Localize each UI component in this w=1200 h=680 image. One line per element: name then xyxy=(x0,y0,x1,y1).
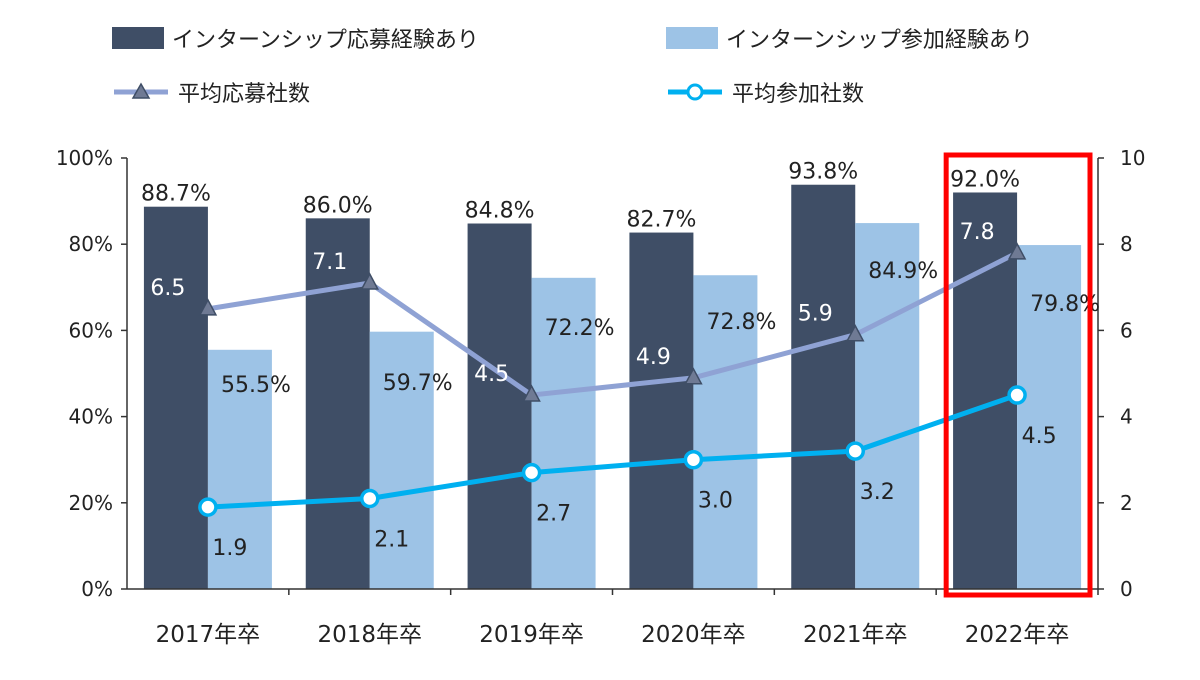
right-tick-label: 6 xyxy=(1120,318,1133,342)
right-tick-label: 10 xyxy=(1120,146,1145,170)
x-tick-label: 2017年卒 xyxy=(156,622,261,648)
bar-apply-1 xyxy=(305,218,370,589)
x-tick-label: 2020年卒 xyxy=(641,622,746,648)
legend-label-apply-line: 平均応募社数 xyxy=(178,82,311,107)
legend-label-apply-bar: インターンシップ応募経験あり xyxy=(172,28,479,53)
bar-join-0 xyxy=(207,349,272,589)
bar-apply-4 xyxy=(791,184,856,590)
point-join-5 xyxy=(1007,385,1027,405)
data-label-apply-line: 4.5 xyxy=(474,362,509,387)
bar-join-5 xyxy=(1017,245,1082,589)
data-label-apply-bar: 82.7% xyxy=(626,208,696,233)
bar-join-1 xyxy=(369,331,434,589)
point-apply-0 xyxy=(198,298,218,316)
line-join xyxy=(207,392,1018,510)
data-label-join-bar: 84.9% xyxy=(868,259,938,284)
data-label-join-line: 3.2 xyxy=(860,480,895,505)
left-tick-label: 60% xyxy=(69,318,113,342)
data-label-join-bar: 55.5% xyxy=(221,373,291,398)
legend-swatch-apply-bar xyxy=(112,27,164,49)
point-apply-5 xyxy=(1007,242,1027,260)
right-tick-label: 8 xyxy=(1120,232,1133,256)
data-label-apply-line: 7.1 xyxy=(312,250,347,275)
legend-join-line: 平均参加社数 xyxy=(666,76,864,108)
data-label-join-line: 1.9 xyxy=(212,536,247,561)
data-label-apply-bar: 92.0% xyxy=(950,167,1020,192)
data-label-join-bar: 72.2% xyxy=(545,316,615,341)
data-label-join-bar: 72.8% xyxy=(706,310,776,335)
bar-apply-3 xyxy=(629,232,694,590)
legend-label-join-bar: インターンシップ参加経験あり xyxy=(726,28,1033,53)
highlight-box xyxy=(943,152,1093,598)
point-join-4 xyxy=(845,441,865,461)
data-label-apply-bar: 93.8% xyxy=(788,160,858,185)
bar-join-4 xyxy=(855,223,920,589)
point-join-1 xyxy=(360,488,380,509)
data-label-join-line: 2.7 xyxy=(536,502,571,527)
right-tick-label: 2 xyxy=(1120,491,1133,515)
left-tick-label: 40% xyxy=(69,405,113,429)
point-join-3 xyxy=(683,449,704,470)
right-tick-label: 4 xyxy=(1120,405,1133,429)
left-tick-label: 100% xyxy=(56,146,113,170)
bar-join-3 xyxy=(693,275,758,589)
left-tick-label: 0% xyxy=(81,577,113,601)
point-apply-3 xyxy=(684,367,703,385)
legend-swatch-join-line xyxy=(668,83,722,101)
legend-swatch-join-bar xyxy=(666,27,718,49)
x-tick-label: 2021年卒 xyxy=(803,622,908,648)
legend-join-bar: インターンシップ参加経験あり xyxy=(666,22,1033,54)
data-label-join-line: 4.5 xyxy=(1022,424,1057,449)
point-apply-4 xyxy=(846,324,865,342)
data-label-apply-line: 7.8 xyxy=(960,220,995,245)
right-tick-label: 0 xyxy=(1120,577,1133,601)
data-label-apply-bar: 86.0% xyxy=(303,193,373,218)
point-apply-1 xyxy=(360,272,379,290)
legend-apply-line: 平均応募社数 xyxy=(112,76,310,108)
data-label-apply-line: 5.9 xyxy=(798,302,833,327)
point-join-2 xyxy=(521,462,542,483)
point-apply-2 xyxy=(522,384,541,402)
data-label-apply-bar: 84.8% xyxy=(465,199,535,224)
left-tick-label: 80% xyxy=(69,232,113,256)
data-label-apply-line: 6.5 xyxy=(150,276,185,301)
legend-apply-bar: インターンシップ応募経験あり xyxy=(112,22,479,54)
legend-label-join-line: 平均参加社数 xyxy=(732,82,865,107)
line-apply xyxy=(207,250,1019,398)
x-tick-label: 2019年卒 xyxy=(479,622,584,648)
legend-swatch-apply-line xyxy=(114,82,168,99)
bar-join-2 xyxy=(531,277,596,589)
left-tick-label: 20% xyxy=(69,491,113,515)
data-label-apply-bar: 88.7% xyxy=(141,182,211,207)
data-label-join-line: 3.0 xyxy=(698,489,733,514)
data-label-join-line: 2.1 xyxy=(374,527,409,552)
bar-apply-0 xyxy=(143,206,208,589)
point-join-0 xyxy=(198,497,218,517)
data-label-apply-line: 4.9 xyxy=(636,345,671,370)
bar-apply-5 xyxy=(953,192,1018,590)
bar-apply-2 xyxy=(467,223,532,589)
x-tick-label: 2022年卒 xyxy=(965,622,1070,648)
data-label-join-bar: 59.7% xyxy=(383,371,453,396)
x-tick-label: 2018年卒 xyxy=(317,622,422,648)
